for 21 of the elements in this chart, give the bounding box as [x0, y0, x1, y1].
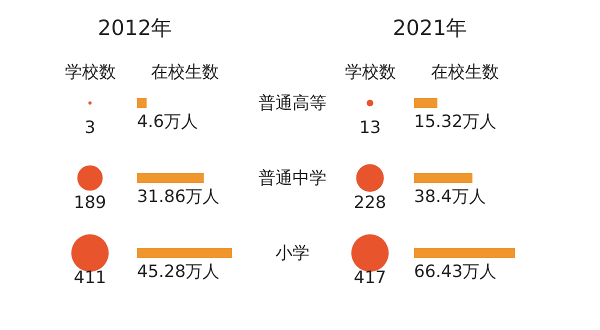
text: 2012年 [96, 15, 174, 42]
data-label: 228 [354, 193, 386, 213]
data-label: 31.86万人 [137, 187, 220, 207]
data-label: 13 [359, 118, 381, 138]
category-label: 小学 [276, 244, 310, 264]
text: 学校数 [345, 62, 396, 82]
x-axis-title: 在校生数 [151, 62, 219, 82]
text: 学校数 [65, 62, 116, 82]
data-label: 45.28万人 [137, 262, 220, 282]
data-label: 4.6万人 [137, 112, 198, 132]
data-label: 38.4万人 [414, 187, 486, 207]
category-label: 普通中学 [258, 168, 326, 188]
data-label: 66.43万人 [414, 262, 497, 282]
text: 2021年 [392, 15, 468, 42]
data-label: 15.32万人 [414, 112, 497, 132]
x-axis-title: 在校生数 [431, 62, 499, 82]
data-label: 417 [354, 268, 386, 288]
category-label: 普通高等 [258, 94, 326, 114]
data-label: 411 [74, 268, 106, 288]
data-label: 189 [74, 193, 106, 213]
data-label: 3 [84, 118, 96, 138]
